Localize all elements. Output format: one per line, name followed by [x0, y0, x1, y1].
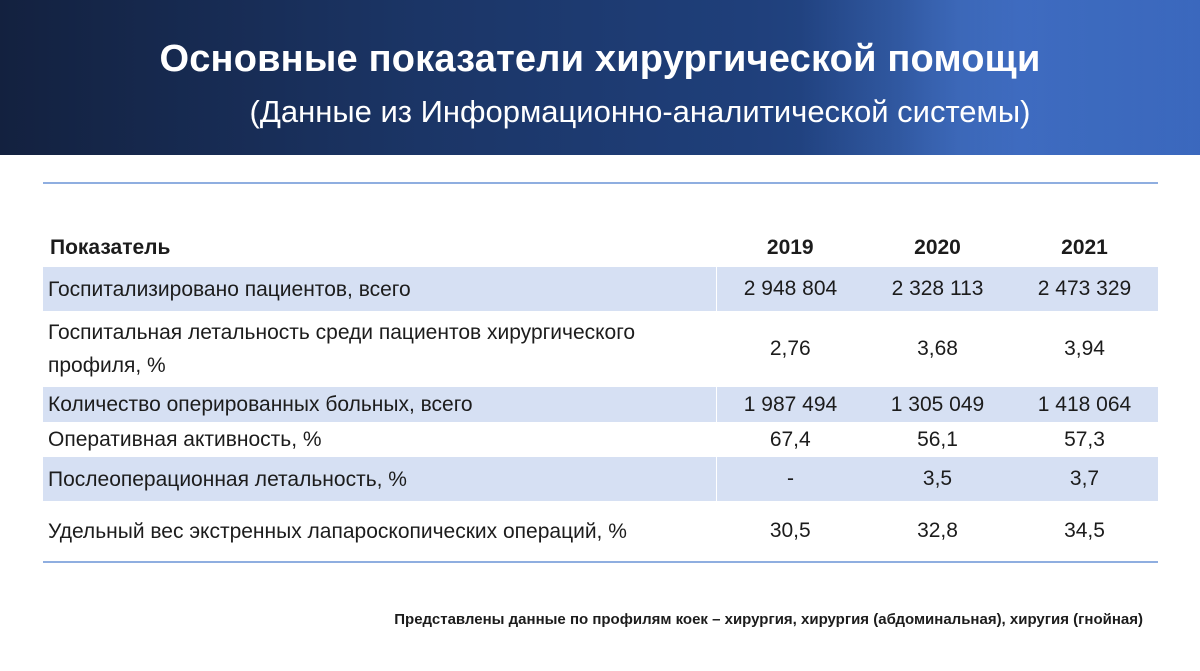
cell-2020: 1 305 049 — [864, 387, 1011, 422]
cell-2020: 32,8 — [864, 501, 1011, 563]
indicators-table: Показатель 2019 2020 2021 Госпитализиров… — [43, 229, 1158, 563]
page-subtitle: (Данные из Информационно-аналитической с… — [249, 94, 1031, 129]
cell-2019: - — [716, 457, 864, 501]
row-label: Удельный вес экстренных лапароскопически… — [43, 501, 717, 563]
table-row: Оперативная активность, % 67,4 56,1 57,3 — [43, 422, 1158, 457]
cell-2021: 2 473 329 — [1011, 267, 1158, 311]
column-header-indicator: Показатель — [50, 236, 171, 259]
cell-2020: 2 328 113 — [864, 267, 1011, 311]
banner-glow — [800, 0, 1200, 155]
row-label: Госпитальная летальность среди пациентов… — [48, 321, 636, 377]
cell-2021: 3,7 — [1011, 457, 1158, 501]
table-header-row: Показатель 2019 2020 2021 — [43, 229, 1158, 267]
cell-2019: 2 948 804 — [716, 267, 864, 311]
cell-2021: 1 418 064 — [1011, 387, 1158, 422]
row-label: Послеоперационная летальность, % — [43, 457, 717, 501]
cell-2021: 3,94 — [1064, 337, 1105, 360]
table-row: Госпитализировано пациентов, всего 2 948… — [43, 267, 1158, 311]
row-label: Госпитализировано пациентов, всего — [43, 267, 717, 311]
cell-2020: 3,5 — [864, 457, 1011, 501]
footnote: Представлены данные по профилям коек – х… — [394, 611, 1143, 628]
cell-2020: 56,1 — [917, 427, 958, 451]
row-label: Оперативная активность, % — [48, 428, 322, 451]
column-header-2019: 2019 — [766, 236, 814, 259]
table-top-rule — [43, 182, 1158, 184]
table-row: Госпитальная летальность среди пациентов… — [43, 311, 1158, 387]
cell-2021: 57,3 — [1064, 427, 1105, 451]
table-row: Послеоперационная летальность, % - 3,5 3… — [43, 457, 1158, 501]
row-label: Количество оперированных больных, всего — [43, 387, 717, 422]
column-header-2020: 2020 — [914, 236, 961, 259]
cell-2019: 30,5 — [716, 501, 864, 563]
table-row: Количество оперированных больных, всего … — [43, 387, 1158, 422]
cell-2019: 2,76 — [769, 337, 811, 360]
cell-2019: 1 987 494 — [716, 387, 864, 422]
cell-2021: 34,5 — [1011, 501, 1158, 563]
cell-2020: 3,68 — [917, 337, 958, 360]
page-title: Основные показатели хирургической помощи — [159, 38, 1041, 80]
table-row: Удельный вес экстренных лапароскопически… — [43, 501, 1158, 563]
header-banner: Основные показатели хирургической помощи… — [0, 0, 1200, 155]
cell-2019: 67,4 — [769, 427, 811, 451]
column-header-2021: 2021 — [1061, 236, 1108, 259]
